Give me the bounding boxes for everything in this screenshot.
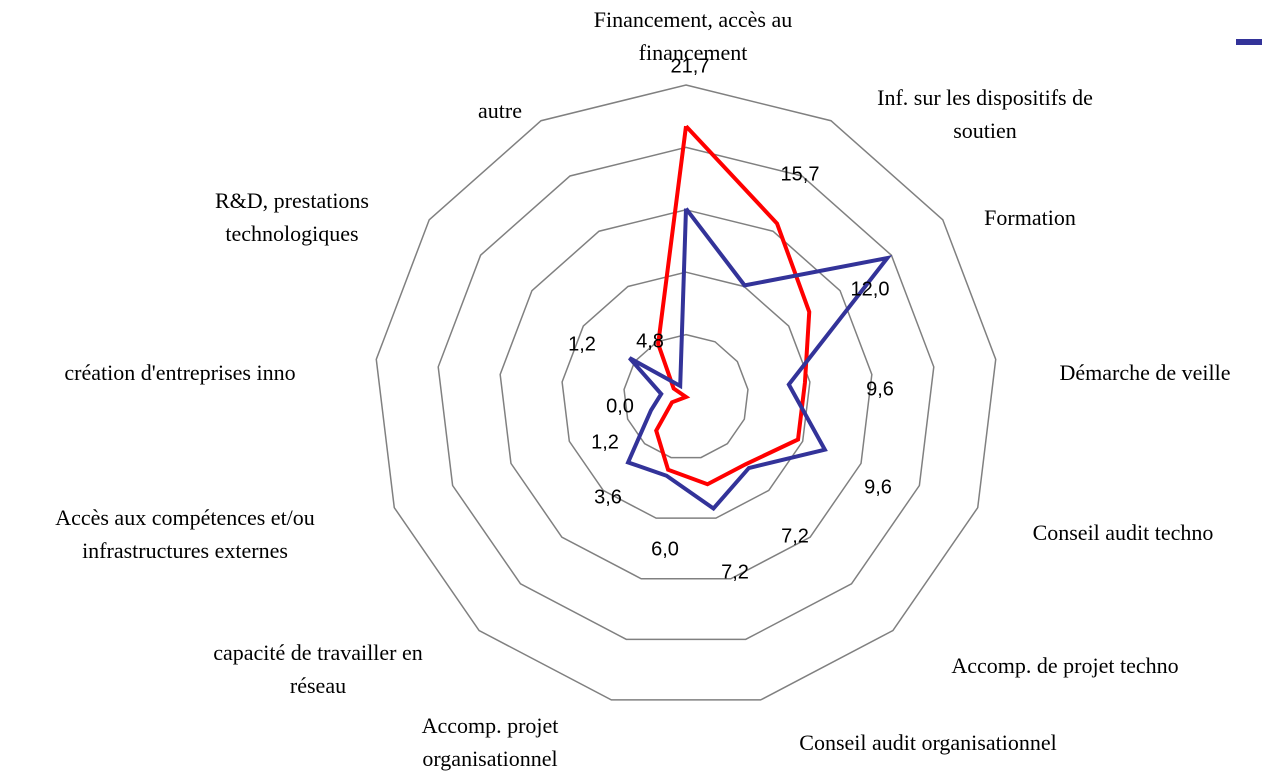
category-label: Démarche de veille: [1059, 360, 1230, 385]
category-label: Accomp. de projet techno: [951, 653, 1178, 678]
value-label: 4,8: [636, 330, 664, 352]
category-label: autre: [478, 98, 522, 123]
value-label: 15,7: [781, 163, 820, 185]
category-label: Conseil audit organisationnel: [799, 730, 1056, 755]
value-label: 9,6: [866, 378, 894, 400]
grid-ring: [375, 84, 997, 701]
value-label: 7,2: [781, 525, 809, 547]
category-label: création d'entreprises inno: [64, 360, 295, 385]
value-label: 1,2: [591, 431, 619, 453]
category-label: R&D, prestations technologiques: [215, 188, 369, 246]
value-label: 3,6: [594, 486, 622, 508]
value-label: 7,2: [721, 561, 749, 583]
category-label: Formation: [984, 205, 1076, 230]
series-line: [654, 124, 812, 487]
category-label: Inf. sur les dispositifs de soutien: [877, 85, 1093, 143]
value-label: 12,0: [851, 278, 890, 300]
category-label: capacité de travailler en réseau: [213, 640, 422, 698]
value-label: 1,2: [568, 333, 596, 355]
series-line: [625, 207, 893, 512]
category-label: Conseil audit techno: [1033, 520, 1214, 545]
value-label: 0,0: [606, 395, 634, 417]
value-label: 6,0: [651, 538, 679, 560]
value-label: 9,6: [864, 476, 892, 498]
category-label: Accomp. projet organisationnel: [422, 713, 559, 771]
grid-ring: [561, 271, 811, 519]
grid-ring: [499, 209, 873, 580]
category-label: Financement, accès au financement: [594, 7, 793, 65]
value-label: 21,7: [671, 55, 710, 77]
grid-ring: [437, 146, 935, 641]
category-label: Accès aux compétences et/ou infrastructur…: [55, 505, 315, 563]
grid-ring: [623, 333, 749, 459]
